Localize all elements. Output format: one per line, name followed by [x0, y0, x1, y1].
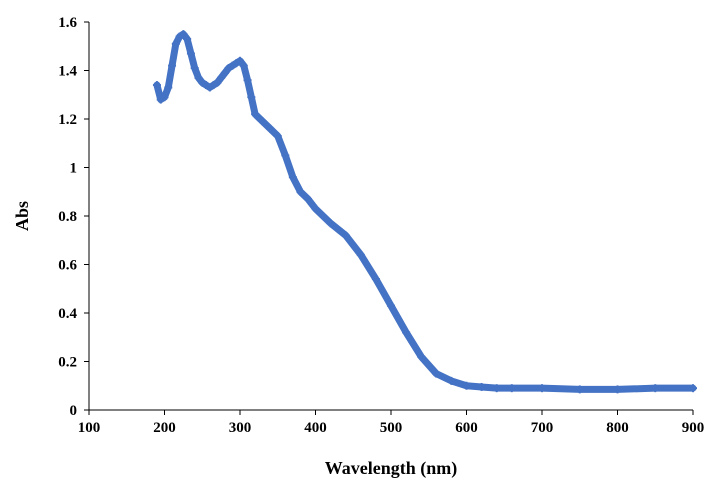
data-point — [186, 49, 195, 58]
data-point — [402, 328, 411, 337]
data-point — [164, 83, 173, 92]
data-point — [417, 352, 426, 361]
data-point — [303, 195, 312, 204]
y-tick-label: 1 — [70, 161, 78, 177]
data-point — [689, 384, 697, 393]
data-point — [217, 73, 226, 82]
data-point — [160, 93, 169, 102]
data-point — [247, 93, 256, 102]
data-point — [477, 382, 486, 391]
data-point — [387, 301, 395, 310]
x-tick-label: 900 — [682, 420, 705, 436]
data-point — [507, 384, 516, 393]
data-point — [152, 81, 161, 90]
data-point — [432, 369, 441, 378]
x-tick-label: 700 — [531, 420, 554, 436]
plot-area — [152, 30, 697, 394]
x-tick-label: 400 — [304, 420, 327, 436]
x-axis-title: Wavelength (nm) — [325, 458, 458, 479]
data-point — [341, 231, 350, 240]
y-tick-label: 0.8 — [58, 209, 77, 225]
x-tick-label: 500 — [380, 420, 403, 436]
data-point — [251, 110, 260, 119]
data-point — [356, 250, 365, 259]
y-tick-label: 1.6 — [58, 15, 77, 31]
data-point — [183, 34, 192, 43]
data-point — [371, 275, 380, 284]
x-tick-label: 600 — [455, 420, 478, 436]
data-point — [220, 68, 229, 77]
data-point — [190, 64, 199, 73]
data-point — [266, 124, 275, 133]
axes — [88, 22, 693, 411]
data-point — [179, 30, 188, 39]
series-line — [153, 30, 697, 393]
data-point — [281, 151, 290, 160]
data-point — [447, 376, 456, 385]
y-tick-label: 0.4 — [58, 306, 77, 322]
x-ticks: 100 200 300 400 500 600 700 800 900 — [78, 410, 705, 436]
y-tick-label: 1.2 — [58, 112, 77, 128]
y-tick-label: 0.6 — [58, 258, 77, 274]
y-tick-label: 1.4 — [58, 64, 77, 80]
data-point — [651, 384, 660, 393]
data-point — [326, 219, 335, 228]
data-point — [239, 61, 248, 70]
y-tick-label: 0.2 — [58, 355, 77, 371]
y-tick-label: 0 — [70, 403, 78, 419]
data-point — [462, 381, 471, 390]
y-axis-title: Abs — [12, 201, 32, 231]
x-tick-label: 300 — [229, 420, 252, 436]
data-point — [538, 384, 546, 393]
y-ticks: 0 0.2 0.4 0.6 0.8 1 1.2 1.4 1.6 — [58, 15, 89, 419]
data-point — [236, 56, 244, 65]
x-tick-label: 200 — [153, 420, 176, 436]
data-point — [492, 384, 501, 393]
data-point — [168, 61, 177, 70]
data-point — [194, 73, 203, 82]
data-point — [575, 385, 584, 394]
data-point — [296, 187, 305, 196]
x-tick-label: 800 — [606, 420, 629, 436]
data-point — [258, 117, 267, 126]
data-point — [171, 39, 180, 48]
data-point — [288, 173, 297, 182]
x-tick-label: 100 — [78, 420, 101, 436]
data-point — [273, 131, 282, 140]
data-point — [613, 385, 622, 394]
data-point — [311, 204, 320, 213]
data-point — [213, 78, 222, 87]
data-point — [243, 76, 252, 85]
